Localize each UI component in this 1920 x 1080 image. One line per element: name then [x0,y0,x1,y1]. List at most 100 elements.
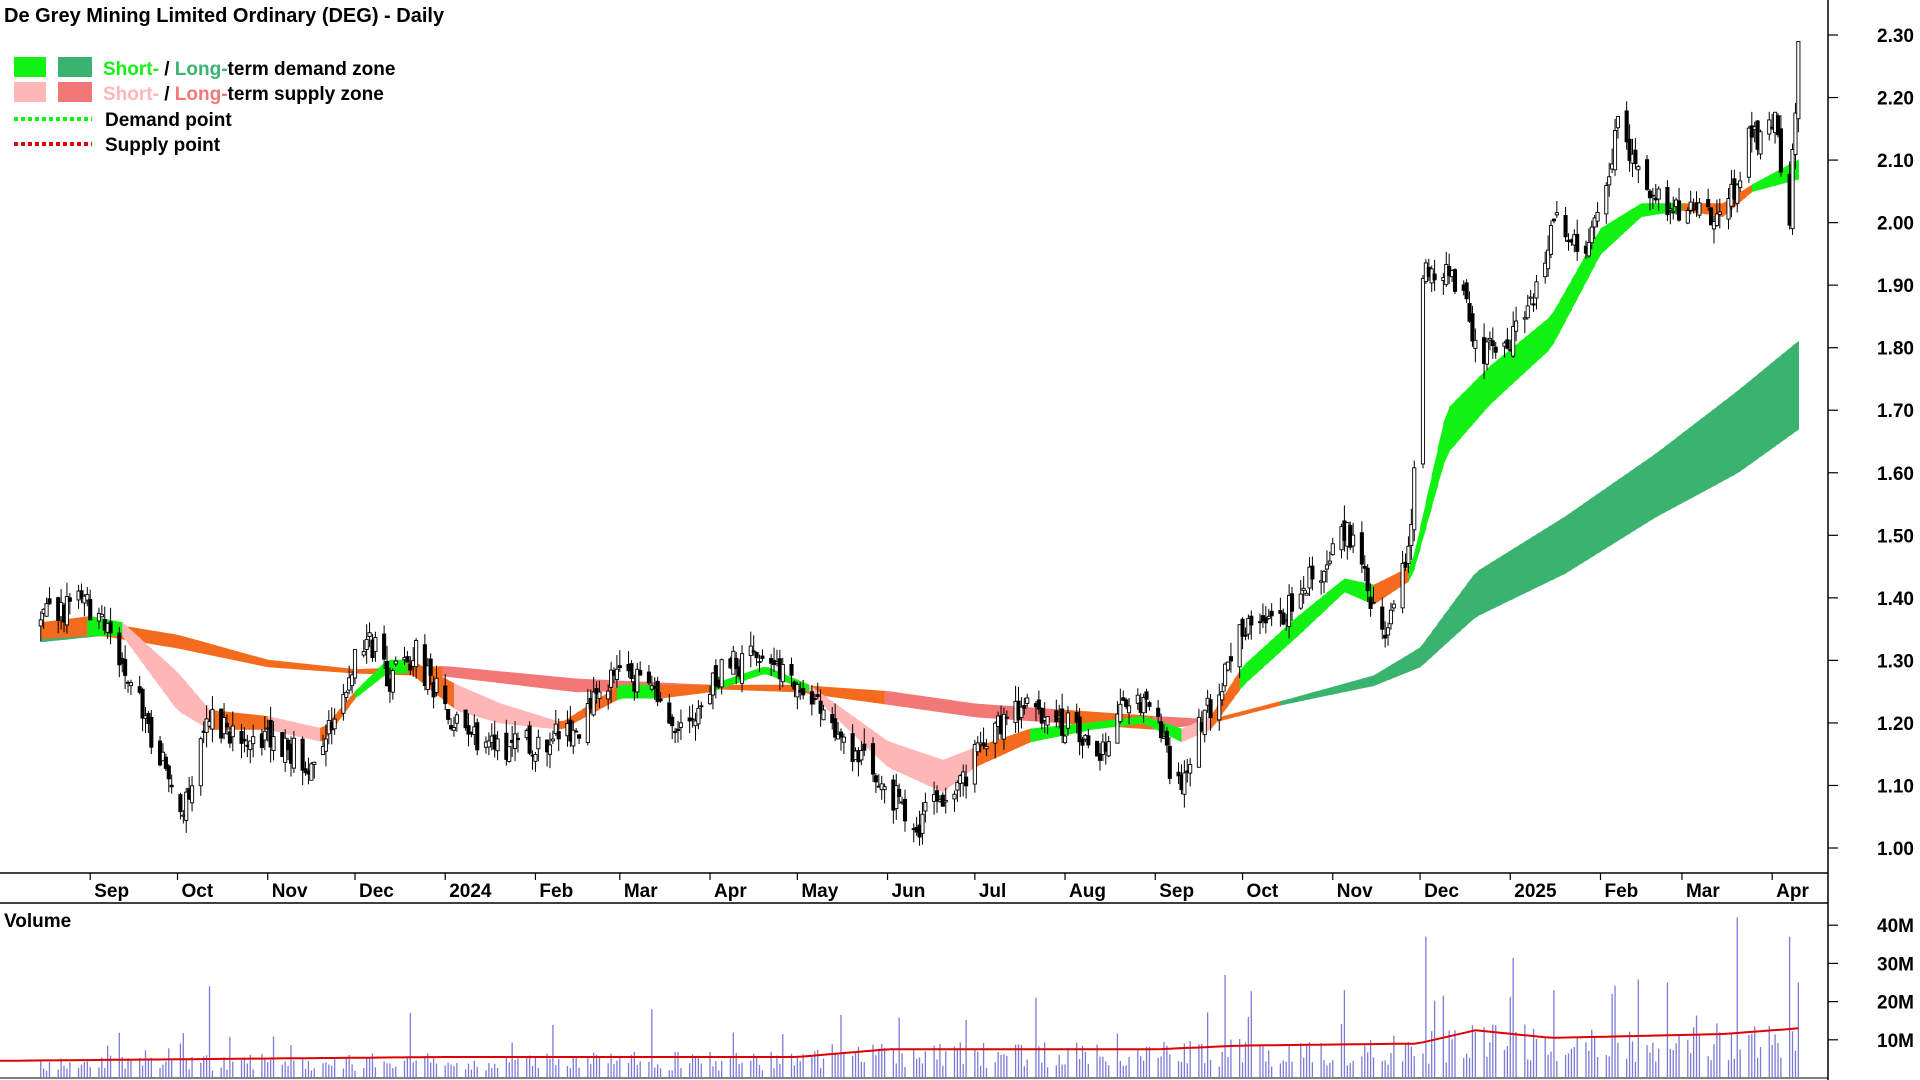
candle-body [1607,176,1612,186]
candle-body [658,698,663,702]
short-term-zone-segment [488,698,496,722]
volume-panel: Volume 10M 20M 30M 40M [0,911,1914,1078]
candle-body [454,714,459,724]
legend-short-demand-swatch [14,57,46,77]
short-term-zone-segment [1129,717,1136,726]
long-term-zone-segment [744,684,752,691]
candle-body [1627,138,1632,161]
short-term-zone-segment [1652,203,1660,216]
short-term-zone-segment [1571,269,1578,310]
candle-body [1388,609,1394,625]
price-tick-label: 1.30 [1877,651,1914,672]
candle-body [1127,705,1132,714]
long-term-zone-segment [1385,664,1392,682]
short-term-zone-segment [1542,318,1549,357]
candle-body [934,790,940,802]
candle-body [577,734,582,739]
candle-body [812,698,817,701]
short-term-zone-segment [162,659,170,700]
short-term-zone-segment [1373,581,1380,605]
short-term-zone-segment [1146,717,1153,728]
long-term-zone-segment [1379,668,1386,684]
candle-body [1487,337,1492,341]
candle-body [629,663,634,679]
long-term-zone-segment [1088,711,1095,726]
candle-body [466,725,471,735]
candle-body [1671,211,1676,214]
long-term-zone-segment [500,671,507,684]
long-term-zone-segment [1705,410,1712,491]
long-term-zone-segment [465,667,473,680]
long-term-zone-segment [168,633,176,648]
long-term-zone-segment [913,694,921,710]
short-term-zone-segment [1390,573,1398,594]
long-term-zone-segment [337,667,344,673]
candle-body [283,737,288,763]
long-term-zone-segment [1699,415,1706,494]
short-term-zone-segment [1210,706,1217,730]
candle-body [123,658,128,676]
candle-body [1511,326,1516,357]
candle-body [259,733,264,749]
candle-body [1004,716,1009,719]
candle-body [1735,184,1740,204]
candle-body [591,691,596,716]
candle-body [38,619,43,627]
short-term-zone-segment [1239,663,1247,690]
short-term-zone-segment [232,712,240,730]
short-term-zone-segment [133,632,141,660]
candle-body [1677,200,1682,221]
candle-body [1135,694,1140,704]
long-term-zone-segment [226,648,234,660]
long-term-zone-segment [1449,599,1456,641]
long-term-zone-segment [826,686,833,698]
short-term-zone-segment [1152,718,1159,731]
long-term-zone-segment [1466,576,1474,626]
candle-body [606,690,611,700]
candle-body [1391,603,1396,609]
long-term-zone-segment [209,643,216,657]
short-term-zone-segment [727,676,734,687]
short-term-zone-segment [1623,210,1631,234]
candle-body [809,691,814,705]
long-term-zone-segment [1740,383,1747,472]
long-term-zone-segment [459,667,467,680]
short-term-zone-segment [471,691,478,717]
date-tick-label: Sep [1159,881,1194,902]
candle-body [446,709,451,720]
candle-body [882,786,887,791]
short-term-zone-segment [1751,181,1759,192]
short-term-zone-segment [1309,601,1316,626]
long-term-zone-segment [529,674,537,688]
candle-body [190,785,195,804]
short-term-zone-segment [448,680,455,709]
long-term-zone-segment [1356,678,1363,690]
candle-body [550,738,555,742]
long-term-zone-segment [1641,459,1648,527]
short-term-zone-segment [1222,688,1229,714]
candle-body [1225,661,1231,671]
candle-body [920,813,925,834]
long-term-zone-segment [448,666,455,678]
candle-body [1065,712,1071,729]
short-term-zone-segment [884,739,892,769]
candle-body [1589,226,1594,244]
long-term-zone-segment [1629,467,1637,534]
short-term-zone-band [40,159,1799,793]
date-tick-label: Mar [624,881,658,902]
long-term-zone-segment [1262,704,1270,711]
candle-body [1697,202,1702,216]
candle-body [673,731,678,733]
long-term-zone-segment [942,698,950,714]
short-term-zone-segment [611,686,618,704]
candle-body [1575,233,1580,252]
candle-body [789,664,794,676]
candle-body [262,730,267,741]
candle-body [1793,112,1798,155]
candle-body [1266,615,1271,619]
short-term-zone-segment [139,638,147,668]
candle-body [350,674,355,687]
short-term-zone-segment [366,673,374,690]
candle-body [79,590,84,599]
short-term-zone-segment [302,723,310,739]
